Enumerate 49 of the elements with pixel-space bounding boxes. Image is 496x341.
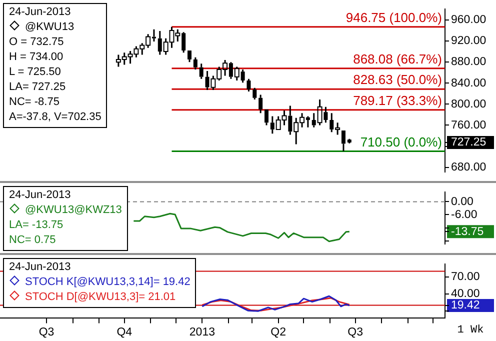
candlestick (264, 109, 268, 126)
legend-label: @KWU13@KWZ13 (24, 203, 122, 218)
annotation: LA= 727.25 (9, 80, 67, 95)
y-tick-label: 960.00 (451, 14, 486, 26)
annotation: 710.50 (0.0%) (360, 134, 442, 150)
y-tick-label: 40.00 (451, 288, 480, 300)
annotation: A=-37.8, V=702.35 (9, 110, 102, 125)
y-tick-label: -13.75 (451, 226, 484, 238)
annotation: 868.08 (66.7%) (353, 51, 442, 66)
chart-title: 24-Jun-2013 (9, 5, 72, 20)
y-tick-label: 0.00 (451, 196, 474, 208)
candlestick (199, 62, 204, 80)
x-tick-label: Q2 (270, 326, 286, 338)
y-tick-label: 800.00 (451, 98, 486, 110)
x-tick-label: Q3 (348, 326, 363, 338)
annotation: LA= -13.75 (9, 218, 64, 233)
legend-label: STOCH D[@KWU13,3]= 21.01 (24, 290, 177, 305)
annotation: H = 734.00 (9, 50, 64, 65)
x-axis-title: 1 Wk (457, 324, 484, 337)
chart-title: 24-Jun-2013 (9, 260, 72, 275)
candlestick (341, 130, 346, 152)
x-tick-label: 2013 (189, 326, 215, 338)
annotation: 946.75 (100.0%) (346, 10, 442, 26)
y-tick-label: 840.00 (451, 77, 486, 90)
candlestick (252, 87, 257, 100)
y-tick-label: 19.42 (451, 300, 480, 312)
annotation: O = 732.75 (9, 35, 65, 50)
y-tick-label: 880.00 (451, 56, 486, 68)
chart-title: 24-Jun-2013 (9, 188, 72, 203)
candlestick (258, 94, 263, 114)
annotation: L = 725.50 (9, 65, 62, 80)
y-tick-label: 727.25 (451, 136, 486, 149)
annotation: 828.63 (50.0%) (353, 72, 442, 88)
annotation: 789.17 (33.3%) (353, 92, 442, 108)
y-tick-label: 760.00 (451, 119, 486, 132)
annotation: NC= 0.75 (9, 233, 57, 248)
candlestick (193, 56, 198, 70)
y-tick-label: 920.00 (451, 35, 486, 48)
y-tick-label: -6.00 (451, 208, 478, 221)
candlestick (347, 140, 352, 144)
legend-label: @KWU13 (24, 20, 76, 35)
y-tick-label: 680.00 (451, 162, 486, 174)
x-tick-label: Q3 (38, 326, 54, 338)
candlestick (188, 50, 192, 63)
annotation: NC= -8.75 (9, 95, 60, 110)
legend-label: STOCH K[@KWU13,3,14]= 19.42 (24, 275, 190, 290)
candlestick (246, 78, 251, 92)
y-tick-label: 70.00 (451, 271, 480, 284)
x-tick-label: Q4 (116, 326, 133, 338)
